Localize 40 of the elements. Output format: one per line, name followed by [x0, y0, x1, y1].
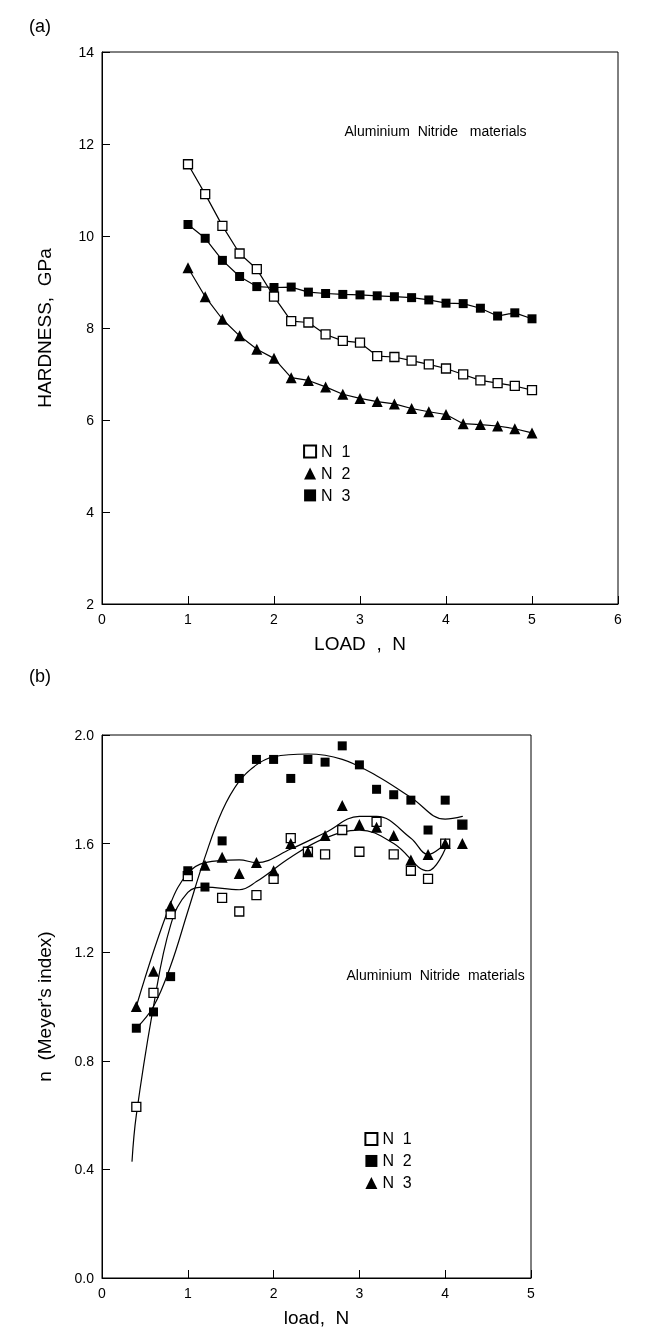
- x-tick-label: 3: [356, 611, 365, 627]
- legend-label: N 2: [382, 1152, 412, 1170]
- y-tick-label: 0.8: [74, 1052, 95, 1069]
- y-axis-title: HARDNESS, GPa: [34, 247, 55, 408]
- x-tick-label: 4: [441, 1285, 450, 1301]
- legend-label: N 3: [321, 486, 351, 504]
- chart-title: (b): [29, 666, 51, 686]
- y-tick-label: 0.4: [74, 1161, 95, 1178]
- y-tick-label: 4: [86, 504, 95, 520]
- legend-label: N 2: [321, 464, 351, 482]
- x-tick-label: 1: [184, 611, 193, 627]
- x-tick-label: 2: [270, 611, 279, 627]
- x-tick-label: 1: [183, 1285, 192, 1301]
- annotation: Aluminium Nitride materials: [346, 967, 525, 984]
- y-tick-label: 10: [78, 228, 95, 244]
- y-tick-label: 1.6: [74, 835, 95, 852]
- x-tick-label: 4: [442, 611, 451, 627]
- x-axis-title: load, N: [283, 1307, 350, 1328]
- y-tick-label: 2: [86, 596, 95, 612]
- legend-label: N 1: [382, 1130, 412, 1148]
- y-axis-title: n (Meyer's index): [34, 931, 55, 1082]
- x-tick-label: 5: [528, 611, 537, 627]
- y-tick-label: 6: [86, 412, 95, 428]
- y-tick-label: 0.0: [74, 1270, 95, 1286]
- y-tick-label: 2.0: [74, 727, 95, 743]
- x-tick-label: 5: [527, 1285, 536, 1301]
- x-tick-label: 2: [269, 1285, 278, 1301]
- x-tick-label: 6: [614, 611, 623, 627]
- y-tick-label: 12: [78, 136, 95, 152]
- x-axis-title: LOAD , N: [314, 633, 406, 654]
- y-tick-label: 8: [86, 320, 95, 336]
- x-tick-label: 0: [98, 611, 107, 627]
- annotation: Aluminium Nitride materials: [344, 122, 527, 139]
- y-tick-label: 14: [78, 44, 95, 60]
- x-tick-label: 3: [355, 1285, 364, 1301]
- legend-label: N 3: [382, 1174, 412, 1192]
- legend-label: N 1: [321, 442, 351, 460]
- x-tick-label: 0: [98, 1285, 107, 1301]
- y-tick-label: 1.2: [74, 944, 95, 961]
- chart-title: (a): [29, 16, 51, 36]
